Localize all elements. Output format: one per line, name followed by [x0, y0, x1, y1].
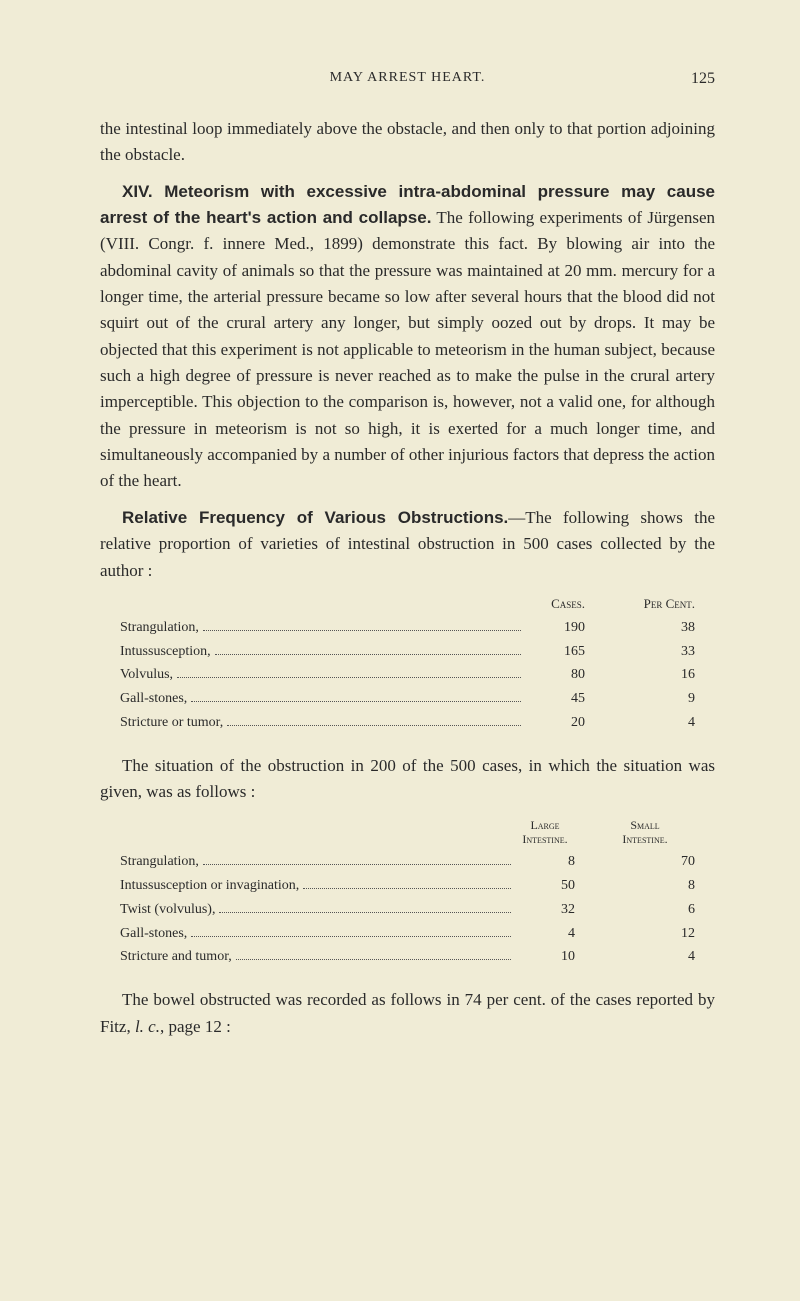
table1-header-blank: [120, 596, 505, 612]
row-percent: 38: [585, 616, 695, 640]
row-large: 50: [515, 874, 575, 898]
table-row: Gall-stones, 45 9: [120, 687, 695, 711]
paragraph-1: the intestinal loop immediately above th…: [100, 116, 715, 169]
leader-dots: [203, 853, 511, 866]
table2-header-large: Large Intestine.: [495, 818, 595, 847]
paragraph-3: Relative Frequency of Various Obstructio…: [100, 505, 715, 584]
leader-dots: [215, 642, 521, 655]
table-row: Intussusception, 165 33: [120, 640, 695, 664]
table-row: Strangulation, 8 70: [120, 850, 695, 874]
row-small: 6: [575, 898, 695, 922]
table-row: Twist (volvulus), 32 6: [120, 898, 695, 922]
table1-header-percent: Per Cent.: [585, 596, 695, 612]
row-large: 10: [515, 945, 575, 969]
table-row: Intussusception or invagination, 50 8: [120, 874, 695, 898]
row-label: Intussusception or invagination,: [120, 874, 299, 898]
paragraph-5: The bowel obstructed was recorded as fol…: [100, 987, 715, 1040]
table-row: Strangulation, 190 38: [120, 616, 695, 640]
table2-header: Large Intestine. Small Intestine.: [120, 818, 695, 847]
table2-header-small: Small Intestine.: [595, 818, 695, 847]
running-head: MAY ARREST HEART.: [100, 70, 715, 86]
page-header: MAY ARREST HEART. 125: [100, 70, 715, 86]
row-small: 12: [575, 922, 695, 946]
leader-dots: [227, 713, 521, 726]
paragraph-5-b: , page 12 :: [160, 1017, 231, 1036]
leader-dots: [191, 924, 511, 937]
leader-dots: [191, 690, 521, 703]
row-small: 8: [575, 874, 695, 898]
leader-dots: [236, 948, 511, 961]
row-label: Gall-stones,: [120, 922, 187, 946]
row-label: Volvulus,: [120, 663, 173, 687]
row-cases: 45: [525, 687, 585, 711]
paragraph-2: XIV. Meteorism with excessive intra-abdo…: [100, 179, 715, 495]
header-large-2: Intestine.: [522, 832, 567, 846]
table2-header-blank: [120, 818, 495, 847]
header-small-2: Intestine.: [622, 832, 667, 846]
table-row: Gall-stones, 4 12: [120, 922, 695, 946]
leader-dots: [219, 900, 511, 913]
leader-dots: [203, 618, 521, 631]
paragraph-2-body: The following experiments of Jürgensen (…: [100, 208, 715, 490]
row-cases: 165: [525, 640, 585, 664]
paragraph-5-italic: l. c.: [135, 1017, 160, 1036]
leader-dots: [177, 666, 521, 679]
section-head-relative: Relative Frequency of Various Obstructio…: [122, 508, 508, 527]
row-label: Gall-stones,: [120, 687, 187, 711]
row-label: Stricture or tumor,: [120, 711, 223, 735]
row-label: Stricture and tumor,: [120, 945, 232, 969]
row-percent: 4: [585, 711, 695, 735]
table-situation: Large Intestine. Small Intestine. Strang…: [120, 818, 695, 970]
row-small: 70: [575, 850, 695, 874]
row-percent: 9: [585, 687, 695, 711]
table-row: Stricture and tumor, 10 4: [120, 945, 695, 969]
row-percent: 16: [585, 663, 695, 687]
row-small: 4: [575, 945, 695, 969]
leader-dots: [303, 877, 511, 890]
row-cases: 80: [525, 663, 585, 687]
row-cases: 190: [525, 616, 585, 640]
header-large-1: Large: [530, 818, 559, 832]
table-row: Volvulus, 80 16: [120, 663, 695, 687]
row-label: Strangulation,: [120, 616, 199, 640]
row-large: 4: [515, 922, 575, 946]
header-small-1: Small: [630, 818, 659, 832]
page-number: 125: [691, 70, 715, 88]
row-label: Strangulation,: [120, 850, 199, 874]
row-label: Intussusception,: [120, 640, 211, 664]
table-obstructions: Cases. Per Cent. Strangulation, 190 38 I…: [120, 596, 695, 735]
table-row: Stricture or tumor, 20 4: [120, 711, 695, 735]
row-cases: 20: [525, 711, 585, 735]
table1-header: Cases. Per Cent.: [120, 596, 695, 612]
row-label: Twist (volvulus),: [120, 898, 215, 922]
paragraph-4: The situation of the obstruction in 200 …: [100, 753, 715, 806]
row-large: 32: [515, 898, 575, 922]
row-percent: 33: [585, 640, 695, 664]
table1-header-cases: Cases.: [505, 596, 585, 612]
row-large: 8: [515, 850, 575, 874]
